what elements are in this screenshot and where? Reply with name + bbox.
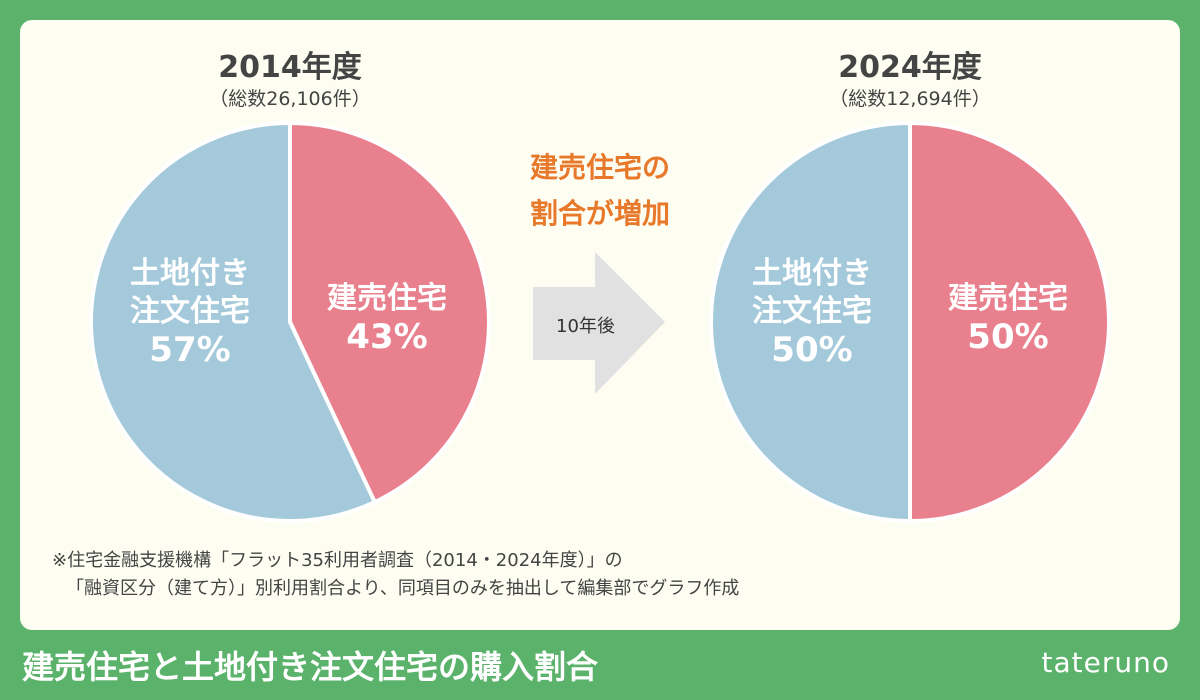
message-line2: 割合が増加 (529, 197, 670, 230)
label-line: 建売住宅 (327, 281, 447, 316)
arrow-label: 10年後 (556, 316, 615, 337)
pie1-slice-0 (288, 121, 491, 505)
pie1-pct-kenuri: 43% (346, 317, 428, 357)
brand-logo: tateruno (1041, 646, 1170, 679)
label-line: 土地付き (752, 256, 872, 291)
message: 建売住宅の 割合が増加 (480, 145, 720, 237)
pie1-slice-1 (89, 121, 377, 523)
pie2-subtitle: （総数12,694件） (829, 88, 991, 110)
footer-title: 建売住宅と土地付き注文住宅の購入割合 (22, 648, 599, 686)
pie2-label-kenuri: 建売住宅 50% (908, 280, 1108, 356)
label-line: 注文住宅 (130, 294, 250, 329)
pie1-subtitle: （総数26,106件） (209, 88, 371, 110)
pie1-pct-chumon: 57% (149, 330, 231, 370)
pie2-pct-kenuri: 50% (967, 317, 1049, 357)
pie1-label-chumon: 土地付き 注文住宅 57% (90, 255, 290, 369)
label-line: 土地付き (130, 256, 250, 291)
pie2-title: 2024年度 (838, 50, 982, 85)
pie1-label-kenuri: 建売住宅 43% (287, 280, 487, 356)
label-line: 建売住宅 (948, 281, 1068, 316)
arrow-shape (533, 252, 665, 394)
message-line1: 建売住宅の (529, 151, 670, 184)
pie2-slice-1 (709, 121, 912, 523)
pie2-label-chumon: 土地付き 注文住宅 50% (712, 255, 912, 369)
note-line1: ※住宅金融支援機構「フラット35利用者調査（2014・2024年度）」の (52, 550, 623, 571)
note-line2: 「融資区分（建て方）」別利用割合より、同項目のみを抽出して編集部でグラフ作成 (66, 578, 740, 599)
pie2-slice-0 (908, 121, 1111, 523)
source-note: ※住宅金融支援機構「フラット35利用者調査（2014・2024年度）」の 「融資… (52, 547, 739, 603)
label-line: 注文住宅 (752, 294, 872, 329)
pie1-title: 2014年度 (218, 50, 362, 85)
pie2-pct-chumon: 50% (771, 330, 853, 370)
